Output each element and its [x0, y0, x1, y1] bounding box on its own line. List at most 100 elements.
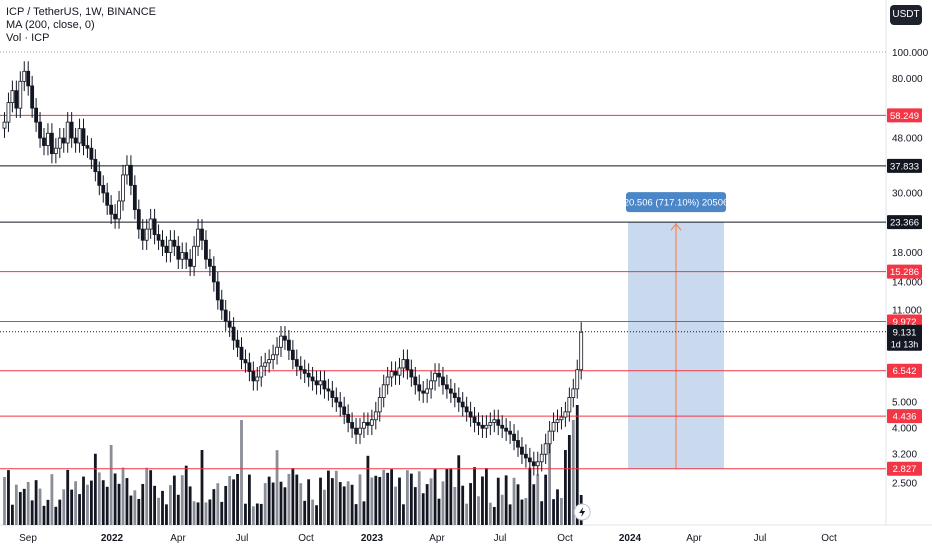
volume-bar: [315, 505, 318, 525]
legend-ma[interactable]: MA (200, close, 0): [6, 19, 95, 31]
candle-body: [235, 339, 240, 348]
volume-bar: [504, 475, 508, 525]
candle-body: [239, 346, 244, 360]
candle-body: [543, 443, 548, 455]
y-tick-labels: 100.000 80.000 48.000 30.000 18.000 14.000 11.…: [892, 48, 929, 490]
legend-volume[interactable]: Vol · ICP: [6, 32, 50, 44]
candle-body: [30, 85, 35, 109]
measure-label: 20.506 (717.10%) 20506: [624, 198, 729, 209]
volume-bar: [449, 468, 453, 525]
volume-bar: [117, 483, 121, 525]
candle-body: [69, 121, 74, 139]
candle-body: [496, 419, 501, 426]
volume-bar: [299, 483, 303, 525]
candle-body: [271, 354, 276, 360]
candle-body: [215, 281, 220, 301]
candle-body: [433, 372, 437, 382]
y-tick-label: 80.000: [892, 74, 923, 85]
candle-body: [535, 461, 540, 467]
volume-bar: [50, 474, 54, 525]
legend-symbol[interactable]: ICP / TetherUS, 1W, BINANCE: [6, 6, 156, 18]
volume-bar: [488, 502, 492, 525]
volume-bar: [38, 488, 42, 525]
x-tick-label: 2023: [361, 533, 384, 544]
volume-bar: [212, 489, 216, 525]
candle-body: [50, 132, 54, 155]
candle-body: [302, 369, 307, 374]
volume-bar: [125, 478, 129, 525]
volume-bar: [398, 477, 401, 525]
volume-bar: [481, 476, 484, 525]
volume-bar: [295, 474, 299, 525]
candle-body: [579, 331, 584, 371]
candle-body: [6, 102, 11, 123]
candle-body: [61, 137, 66, 144]
candle-body: [527, 457, 532, 463]
volume-bar: [18, 492, 22, 525]
level-price-tag: [887, 158, 922, 173]
volume-bar: [319, 477, 322, 525]
volume-bar: [496, 477, 500, 525]
candle-body: [563, 411, 568, 418]
volume-bar: [303, 500, 307, 525]
volume-bar: [236, 473, 239, 525]
level-price-label: 23.366: [890, 218, 919, 229]
y-tick-label: 14.000: [892, 277, 923, 288]
x-tick-label: Sep: [19, 533, 37, 544]
candle-body: [283, 335, 287, 341]
volume-bar: [248, 474, 251, 525]
candle-body: [125, 164, 129, 176]
candle-body: [500, 424, 505, 429]
volume-bar: [121, 467, 125, 525]
last-price-countdown: 1d 13h: [891, 339, 919, 349]
volume-bar: [382, 469, 386, 525]
candle-body: [306, 372, 311, 378]
volume-bar: [330, 478, 334, 525]
candle-body: [22, 70, 27, 82]
candle-body: [330, 390, 335, 398]
volume-bar: [26, 481, 30, 525]
volume-bar: [453, 486, 457, 525]
candle-body: [105, 192, 110, 206]
x-tick-label: 2022: [101, 533, 124, 544]
volume-bar: [327, 470, 330, 525]
candle-body: [417, 384, 422, 392]
volume-bar: [354, 504, 358, 525]
volume-bar: [528, 467, 532, 525]
candle-body: [318, 380, 323, 386]
volume-bar: [22, 488, 26, 525]
candle-body: [207, 258, 212, 267]
volume-bar: [141, 483, 145, 525]
volume-bar: [149, 470, 153, 525]
level-price-tag: [887, 215, 922, 230]
candle-body: [524, 453, 528, 459]
candle-body: [488, 422, 493, 426]
candle-body: [227, 320, 232, 328]
volume-bar: [548, 444, 551, 525]
x-tick-label: Oct: [557, 533, 573, 544]
volume-bar: [445, 468, 449, 525]
currency-button[interactable]: USDT: [890, 5, 922, 25]
volume-bar: [366, 455, 370, 525]
candle-body: [148, 218, 153, 230]
volume-bar: [564, 450, 567, 525]
volume-bar: [66, 469, 70, 525]
candle-body: [472, 416, 477, 423]
candle-body: [381, 384, 386, 398]
level-price-label: 37.833: [890, 161, 919, 172]
candle-body: [444, 384, 449, 390]
volume-bar: [425, 484, 429, 525]
volume-bar: [390, 469, 393, 525]
candle-body: [38, 121, 42, 139]
volume-bar: [575, 405, 579, 525]
candle-body: [346, 414, 351, 423]
measure-label-bg: [626, 192, 726, 213]
candle-body: [437, 372, 441, 378]
volume-bar: [370, 477, 374, 525]
volume-bar: [378, 476, 382, 525]
volume-bar: [540, 501, 544, 525]
volume-bar: [338, 482, 342, 525]
volume-bar: [409, 473, 413, 525]
volume-bar: [457, 455, 461, 525]
